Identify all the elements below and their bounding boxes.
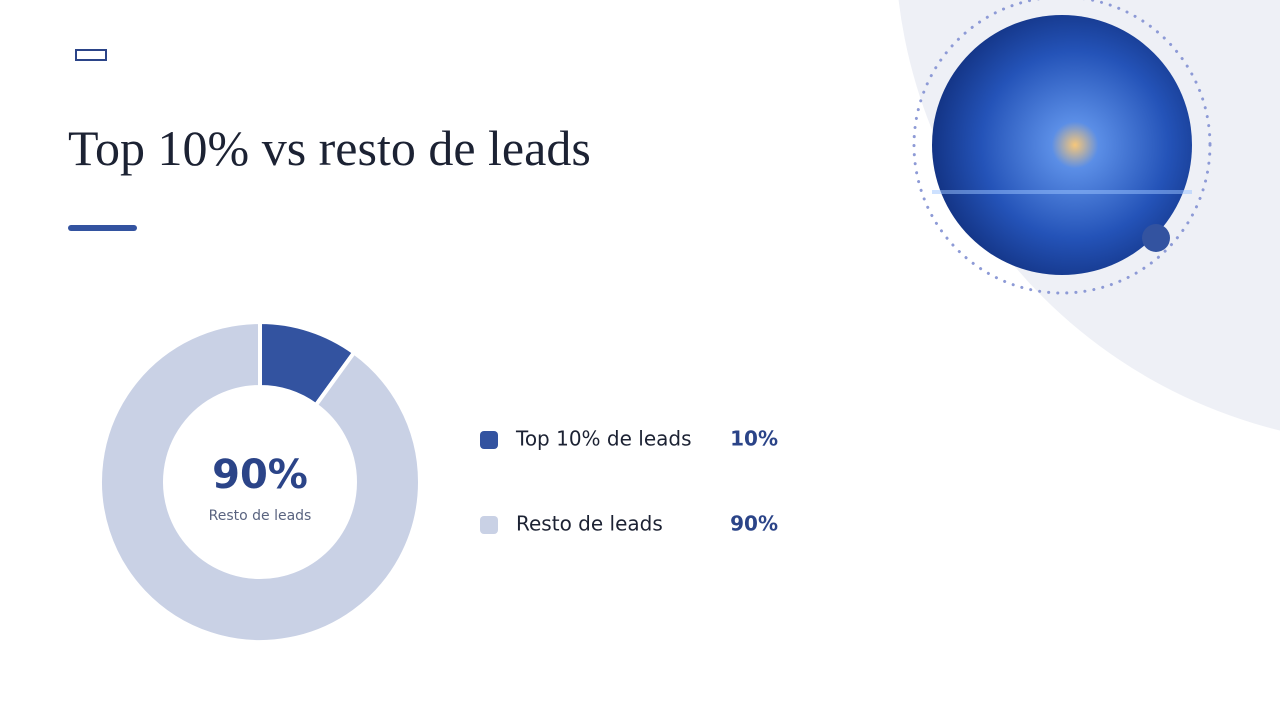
donut-slice (98, 319, 422, 644)
title-underline (68, 225, 137, 231)
legend-label: Top 10% de leads (515, 427, 692, 451)
slide-title: Top 10% vs resto de leads (68, 120, 591, 176)
center-label: Resto de leads (209, 508, 312, 524)
logo (75, 49, 107, 61)
image-horizon (932, 190, 1192, 194)
legend-swatch (480, 431, 498, 449)
center-value: 90% (212, 452, 308, 498)
legend-value: 90% (730, 512, 778, 536)
hero-image (932, 15, 1192, 275)
accent-dot (1142, 224, 1170, 252)
legend-swatch (480, 516, 498, 534)
dotted-ring (912, 0, 1212, 295)
legend-label: Resto de leads (516, 512, 663, 536)
legend-value: 10% (730, 427, 778, 451)
